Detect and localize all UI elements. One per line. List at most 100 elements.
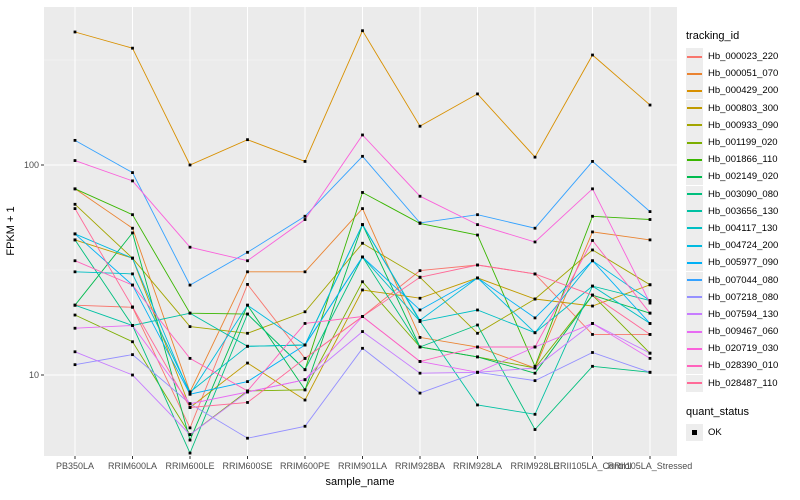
legend-item-label: Hb_001866_110 [708,154,778,166]
data-point [361,330,364,333]
legend-item: OK [686,423,800,441]
data-point [591,322,594,325]
data-point [648,301,652,305]
legend-item: Hb_004117_130 [686,219,800,237]
data-point [533,155,537,159]
data-point [303,160,307,163]
legend-item: Hb_007044_080 [686,271,800,289]
data-point [648,322,652,325]
legend-item-label: Hb_005977_090 [708,257,779,269]
data-point [131,213,134,217]
data-point [73,259,77,263]
data-point [131,256,134,260]
data-point [188,245,192,249]
data-point [246,331,249,335]
data-point [246,401,249,404]
data-point [591,214,594,218]
legend-key [686,254,703,272]
legend-key [686,237,703,255]
data-point [73,159,77,162]
legend-key [686,185,703,203]
data-point [591,160,594,163]
data-point [648,238,652,242]
legend-key [686,340,703,358]
legend-key [686,323,703,341]
legend-line-swatch [687,210,702,213]
data-point [73,303,77,307]
legend-item-label: Hb_001199_020 [708,137,778,149]
data-point [303,356,307,360]
legend-item: Hb_000933_090 [686,116,800,134]
x-axis-title: sample_name [325,476,394,488]
x-tick-label: RRII105LA_Control [553,461,631,471]
legend-item-label: Hb_007218_080 [708,291,779,303]
x-tick-label: RRII105LA_Stressed [608,461,693,471]
legend-key [686,423,703,441]
legend-key [686,134,703,152]
data-point [648,283,652,287]
data-point [73,138,77,142]
data-point [533,364,537,368]
data-point [648,210,652,213]
x-tick-label: RRIM928LE [510,461,559,471]
data-point [188,163,192,167]
x-tick-label: RRIM928LA [453,461,502,471]
data-point [188,283,192,287]
data-point [361,191,364,194]
data-point [188,406,192,409]
legend-item-label: Hb_000933_090 [708,119,779,131]
data-point [303,368,307,372]
data-point [73,207,77,210]
legend-key [686,65,703,83]
data-point [303,343,307,347]
legend-item-label: Hb_004117_130 [708,222,778,234]
legend-line-swatch [687,313,702,316]
y-axis-title: FPKM + 1 [5,206,17,255]
legend-item-label: Hb_004724_200 [708,240,779,252]
data-point [131,226,134,230]
legend-item-label: Hb_007044_080 [708,274,779,286]
data-point [591,293,594,297]
data-point [418,194,422,198]
data-point [476,403,479,407]
data-point [246,270,249,274]
data-point [73,326,77,330]
data-point [418,124,422,128]
data-point [533,412,537,416]
data-point [418,318,422,322]
data-point [361,133,364,137]
legend-color-title: tracking_id [686,30,740,42]
x-tick-label: RRIM600LA [108,461,157,471]
legend-item-label: OK [708,426,722,438]
legend-line-swatch [687,175,702,178]
legend-key [686,357,703,375]
legend-item: Hb_000429_200 [686,82,800,100]
data-point [73,187,77,191]
data-point [648,351,652,355]
data-point [246,283,249,286]
data-point [533,371,537,375]
legend-line-swatch [687,279,702,282]
legend-item: Hb_004724_200 [686,237,800,255]
legend-line-swatch [687,244,702,247]
y-tick-label: 10 [29,370,39,380]
data-point [361,280,364,284]
legend-line-swatch [687,382,702,385]
legend-key [686,305,703,323]
data-point [591,230,594,234]
legend-line-swatch [687,193,702,196]
data-point [476,233,479,237]
legend-item-label: Hb_000051_070 [708,68,779,80]
data-point [246,380,249,384]
data-point [361,223,364,227]
data-point [303,388,307,392]
data-point [188,311,192,315]
legend-item: Hb_028390_010 [686,357,800,375]
data-point [246,259,249,263]
data-point [533,345,537,349]
data-point [361,29,364,33]
data-point [476,355,479,359]
legend-item: Hb_003090_080 [686,185,800,203]
data-point [246,436,249,440]
